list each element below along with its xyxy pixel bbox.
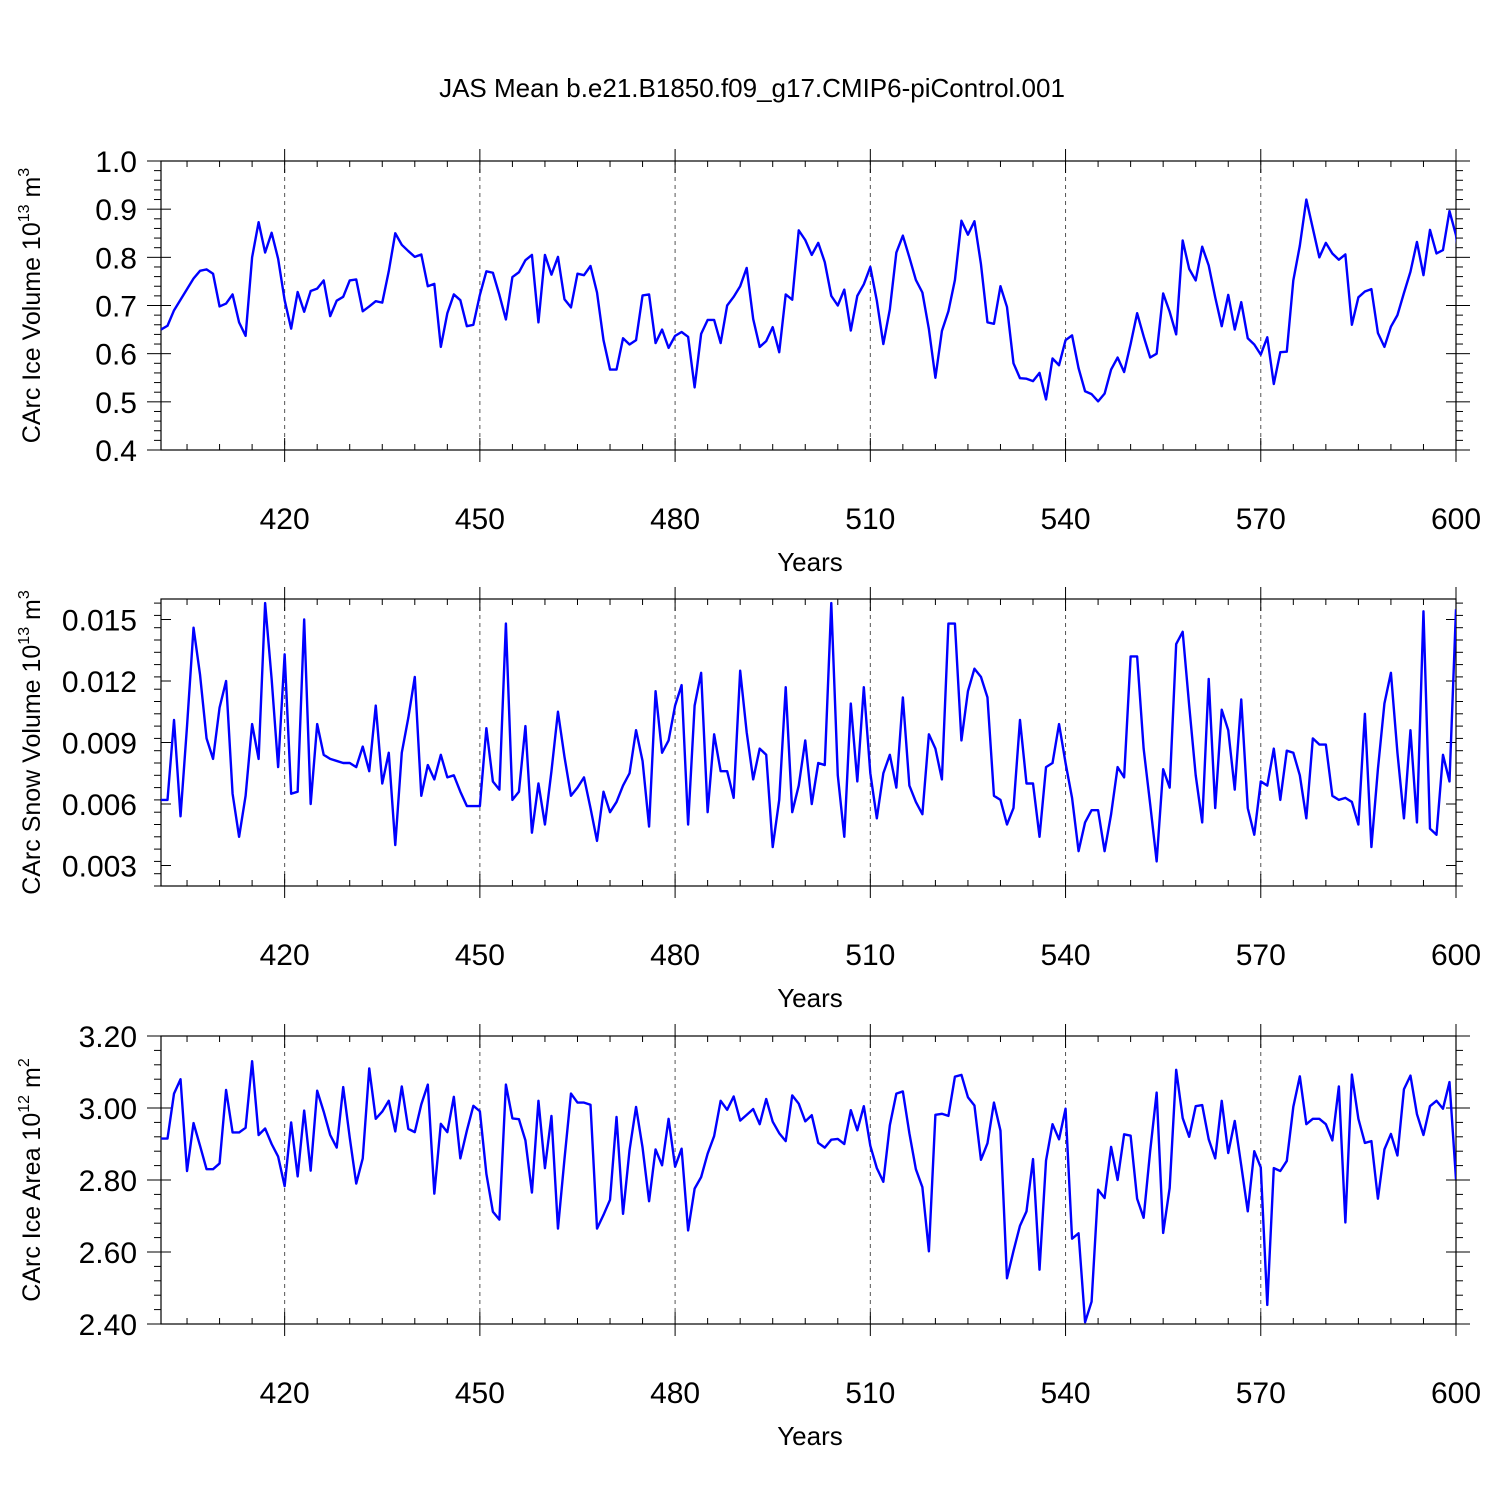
y-axis-label: CArc Ice Area 1012 m2 — [16, 1058, 46, 1302]
y-axis-label: CArc Snow Volume 1013 m3 — [16, 590, 46, 895]
x-tick-label: 570 — [1236, 939, 1286, 972]
y-tick-label: 0.003 — [62, 851, 137, 884]
x-tick-label: 480 — [650, 939, 700, 972]
chart-panel-3: 420 450 480 510 540 570 600 2.40 2.60 2.80 3.00 3.2… — [16, 1021, 1481, 1451]
x-tick-label: 450 — [455, 1377, 505, 1410]
x-tick-label: 570 — [1236, 503, 1286, 536]
y-tick-label: 3.00 — [79, 1093, 137, 1126]
y-tick-label: 2.40 — [79, 1309, 137, 1342]
x-tick-label: 600 — [1431, 503, 1481, 536]
x-tick-label: 480 — [650, 503, 700, 536]
chart-panels: 420 450 480 510 540 570 600 0.4 0.5 0.6 0.7 0.8 0.9 1… — [16, 146, 1481, 1451]
y-tick-label: 0.7 — [95, 291, 137, 324]
x-tick-label: 600 — [1431, 939, 1481, 972]
x-tick-label: 540 — [1041, 503, 1091, 536]
x-tick-label: 600 — [1431, 1377, 1481, 1410]
y-tick-label: 0.015 — [62, 605, 137, 638]
series-line — [161, 198, 1456, 403]
x-tick-label: 510 — [845, 503, 895, 536]
y-tick-label: 2.60 — [79, 1237, 137, 1270]
x-axis-label: Years — [777, 547, 843, 577]
x-tick-label: 450 — [455, 503, 505, 536]
y-tick-label: 0.006 — [62, 789, 137, 822]
x-tick-label: 480 — [650, 1377, 700, 1410]
x-axis-label: Years — [777, 1421, 843, 1451]
y-tick-label: 0.009 — [62, 728, 137, 761]
y-tick-label: 0.9 — [95, 194, 137, 227]
series-line — [161, 601, 1456, 863]
x-tick-label: 420 — [260, 939, 310, 972]
y-tick-label: 0.4 — [95, 435, 137, 468]
y-tick-label: 0.8 — [95, 242, 137, 275]
chart-panel-2: 420 450 480 510 540 570 600 0.003 0.006 0.009 0.01… — [16, 587, 1481, 1013]
x-tick-label: 540 — [1041, 939, 1091, 972]
x-tick-label: 510 — [845, 939, 895, 972]
y-axis-label: CArc Ice Volume 1013 m3 — [16, 168, 46, 444]
plot-frame — [160, 598, 1457, 887]
x-tick-label: 510 — [845, 1377, 895, 1410]
plot-frame — [160, 160, 1457, 451]
x-tick-label: 540 — [1041, 1377, 1091, 1410]
y-tick-label: 0.5 — [95, 387, 137, 420]
x-tick-label: 570 — [1236, 1377, 1286, 1410]
x-tick-label: 420 — [260, 503, 310, 536]
y-tick-label: 0.012 — [62, 666, 137, 699]
figure-title: JAS Mean b.e21.B1850.f09_g17.CMIP6-piCon… — [439, 73, 1065, 103]
y-tick-label: 1.0 — [95, 146, 137, 179]
y-tick-label: 2.80 — [79, 1165, 137, 1198]
plot-frame — [160, 1035, 1457, 1325]
y-tick-label: 0.6 — [95, 339, 137, 372]
chart-panel-1: 420 450 480 510 540 570 600 0.4 0.5 0.6 0.7 0.8 0.9 1… — [16, 146, 1481, 577]
x-tick-label: 420 — [260, 1377, 310, 1410]
x-axis-label: Years — [777, 983, 843, 1013]
y-tick-label: 3.20 — [79, 1021, 137, 1054]
x-tick-label: 450 — [455, 939, 505, 972]
series-line — [161, 1059, 1456, 1324]
